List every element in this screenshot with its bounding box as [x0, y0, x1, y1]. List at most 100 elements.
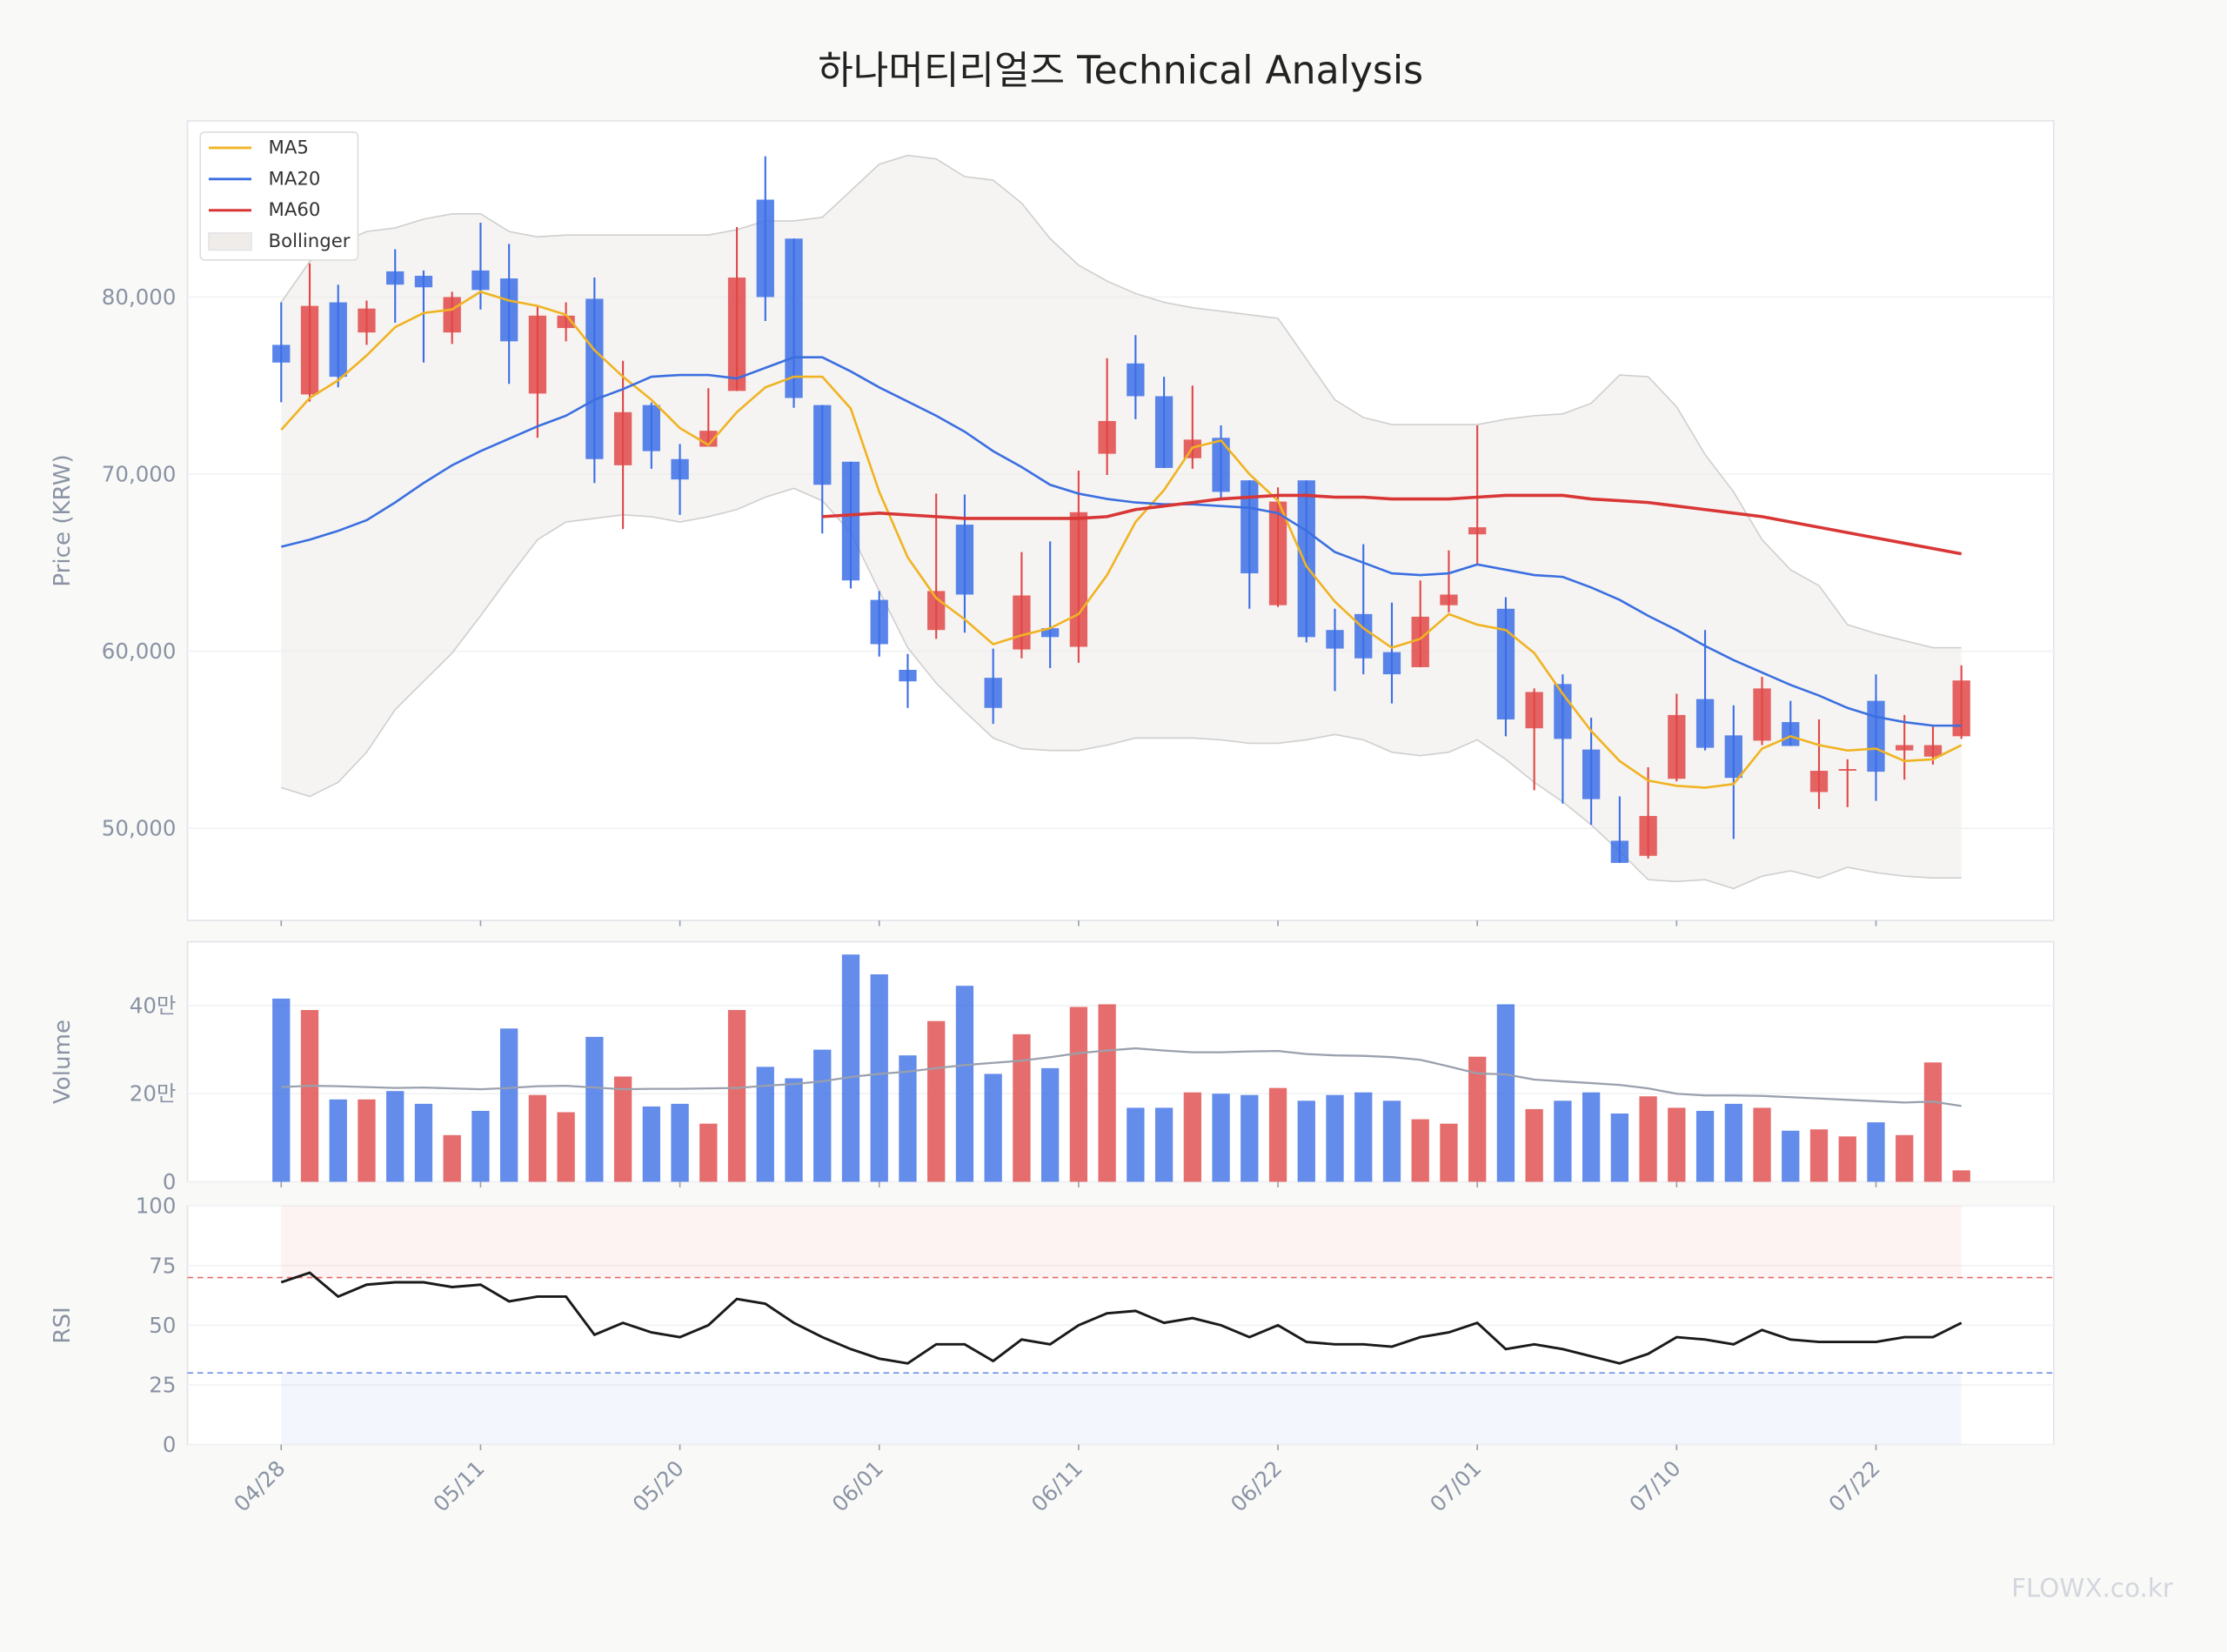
volume-bar	[443, 1134, 461, 1182]
candle-body	[1896, 745, 1914, 751]
legend-label: MA5	[269, 137, 309, 158]
candle-body	[841, 461, 860, 581]
ma-line	[822, 493, 1963, 556]
rsi-line	[280, 1271, 1963, 1365]
candle-body	[500, 278, 518, 342]
candle-body	[613, 411, 632, 465]
y-tick-label: 100	[136, 1194, 177, 1219]
candle-body	[756, 199, 774, 298]
candle-body	[1496, 608, 1515, 720]
candle-body	[443, 297, 461, 333]
volume-bar	[756, 1067, 774, 1182]
candle-body	[300, 305, 319, 395]
volume-bar	[613, 1076, 632, 1182]
candle-body	[1040, 628, 1060, 638]
legend-label: MA60	[269, 199, 321, 221]
legend-swatch	[208, 232, 252, 251]
volume-bar	[1952, 1170, 1970, 1182]
candle-body	[1838, 769, 1856, 771]
candle-body	[1241, 480, 1259, 574]
volume-bar	[585, 1036, 604, 1182]
candle-body	[671, 458, 689, 480]
panel	[186, 940, 2055, 1183]
volume-bar	[1610, 1114, 1629, 1182]
volume-bar	[785, 1078, 803, 1182]
candle-body	[984, 678, 1002, 708]
volume-bar	[1695, 1110, 1715, 1182]
candle-body	[1610, 840, 1629, 863]
y-tick-label: 20만	[130, 1081, 177, 1107]
candle-body	[870, 599, 888, 645]
y-tick-label: 0	[163, 1432, 177, 1457]
candle-body	[471, 270, 490, 291]
volume-bar	[671, 1103, 689, 1182]
volume-bar	[870, 974, 888, 1182]
volume-bar	[500, 1028, 518, 1182]
y-axis-title: Volume	[50, 1020, 76, 1104]
candle-body	[1753, 688, 1771, 741]
volume-bar	[358, 1099, 376, 1182]
volume-bar	[272, 998, 291, 1182]
candle-body	[1782, 722, 1800, 746]
volume-bar	[927, 1020, 946, 1182]
volume-bar	[300, 1010, 319, 1182]
volume-bar	[1896, 1134, 1914, 1182]
y-tick-label: 40만	[130, 993, 177, 1018]
candle-body	[1013, 595, 1031, 650]
candle-body	[899, 669, 917, 682]
volume-bar	[1582, 1092, 1601, 1182]
volume-bar	[1440, 1123, 1458, 1182]
candle-body	[1268, 501, 1287, 605]
volume-bar	[1724, 1103, 1742, 1182]
volume-bar	[813, 1049, 832, 1182]
overbought-zone	[281, 1206, 1962, 1278]
candle-body	[1668, 714, 1686, 779]
ma-line	[280, 356, 1962, 727]
volume-bar	[414, 1103, 433, 1182]
legend-box	[199, 131, 359, 261]
volume-bar	[1809, 1129, 1829, 1182]
volume-bar	[1154, 1107, 1174, 1182]
candle-body	[414, 276, 433, 288]
volume-bar	[1354, 1092, 1373, 1182]
y-tick-label: 75	[149, 1253, 176, 1278]
candle-body	[1098, 420, 1116, 454]
volume-bar	[642, 1106, 660, 1182]
legend-label: MA20	[269, 168, 321, 190]
candle-body	[1582, 749, 1601, 799]
volume-bar	[1268, 1087, 1287, 1182]
volume-bar	[1525, 1108, 1543, 1182]
volume-bar	[841, 954, 860, 1182]
y-axis-title: RSI	[50, 1307, 76, 1343]
y-axis-title: Price (KRW)	[50, 454, 76, 586]
volume-ma-line	[281, 1047, 1962, 1107]
candle-body	[1127, 363, 1145, 397]
candle-body	[1411, 616, 1429, 667]
candle-body	[955, 525, 974, 595]
volume-bar	[329, 1099, 347, 1182]
candle-body	[1468, 527, 1487, 535]
volume-bar	[386, 1091, 405, 1182]
volume-bar	[699, 1123, 718, 1182]
volume-bar	[1069, 1007, 1088, 1182]
volume-bar	[1326, 1094, 1344, 1182]
volume-bar	[1127, 1107, 1145, 1182]
volume-bar	[984, 1073, 1002, 1182]
candle-body	[727, 278, 746, 391]
candle-body	[528, 315, 547, 394]
volume-bar	[1183, 1092, 1201, 1182]
volume-bar	[1923, 1062, 1943, 1182]
volume-bar	[1639, 1096, 1657, 1182]
volume-bar	[557, 1112, 575, 1182]
candle-body	[1382, 652, 1401, 675]
candle-body	[1212, 438, 1230, 492]
ma-line	[280, 290, 1963, 789]
y-tick-label: 0	[163, 1169, 177, 1194]
volume-bar	[899, 1055, 917, 1182]
volume-bar	[1668, 1107, 1686, 1182]
volume-bar	[1382, 1100, 1401, 1182]
legend-label: Bollinger	[269, 231, 351, 252]
candle-body	[329, 302, 347, 378]
candle-body	[1923, 745, 1943, 757]
